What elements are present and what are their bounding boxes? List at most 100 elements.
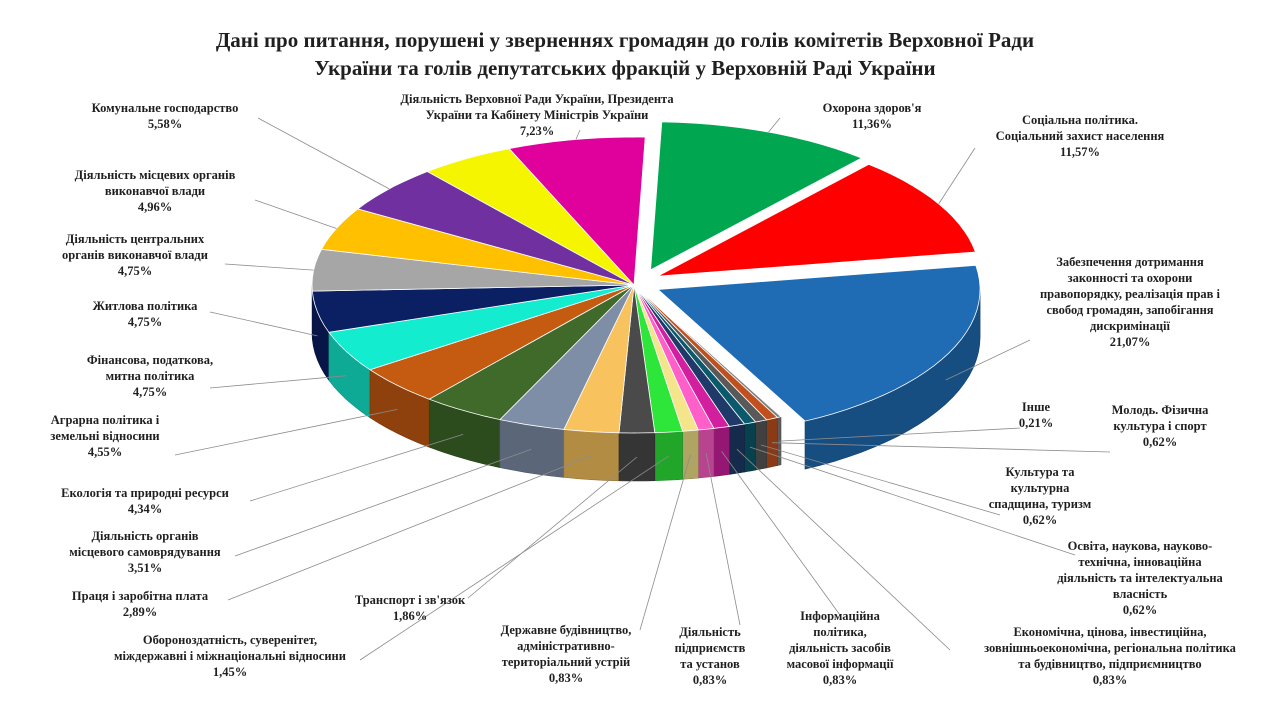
slice-label-18: Фінансова, податкова, митна політика 4,75%	[87, 353, 213, 399]
slice-value-label: 1,45%	[213, 665, 247, 679]
pie-slice-11-side	[682, 429, 699, 480]
slice-label-19: Житлова політика 4,75%	[93, 299, 199, 329]
leader-line-22	[257, 117, 390, 190]
slice-category-label: Молодь. Фізична	[1112, 403, 1209, 417]
slice-category-label: спадщина, туризм	[989, 497, 1092, 511]
slice-label-9: Інформаційна політика, діяльність засобів м…	[787, 609, 894, 687]
slice-category-label: зовнішньоекономічна, регіональна політик…	[984, 641, 1237, 655]
slice-value-label: 0,21%	[1019, 416, 1053, 430]
slice-category-label: міждержавні і міжнаціональні відносини	[114, 649, 346, 663]
slice-label-23: Діяльність Верховної Ради України, Прези…	[400, 92, 674, 138]
pie-slice-23	[508, 136, 646, 286]
leader-lines	[174, 117, 1111, 661]
slice-label-8: Економічна, цінова, інвестиційна, зовнішн…	[984, 625, 1237, 687]
slice-label-22: Комунальне господарство 5,58%	[92, 101, 239, 131]
slice-category-label: технічна, інноваційна	[1078, 555, 1202, 569]
slice-label-21: Діяльність місцевих органів виконавчої вл…	[75, 168, 236, 214]
leader-line-21	[254, 199, 337, 229]
leader-line-20	[224, 263, 314, 271]
leader-line-18	[209, 375, 347, 389]
slice-category-label: України та Кабінету Міністрів України	[426, 108, 649, 122]
slice-category-label: Фінансова, податкова,	[87, 353, 213, 367]
slice-category-label: виконавчої влади	[105, 184, 205, 198]
slice-category-label: Соціальна політика.	[1022, 113, 1138, 127]
slice-category-label: та установ	[680, 657, 740, 671]
slice-label-1: Охорона здоров'я 11,36%	[823, 101, 922, 131]
slice-label-7: Освіта, наукова, науково-технічна, іннов…	[1057, 539, 1223, 617]
chart-title-line-2: України та голів депутатських фракцій у …	[314, 56, 936, 80]
slice-label-5: Молодь. Фізична культура і спорт 0,62%	[1112, 403, 1209, 449]
slice-category-label: правопорядку, реалізація прав і	[1040, 287, 1221, 301]
leader-line-13	[467, 456, 638, 599]
slice-value-label: 4,55%	[88, 445, 122, 459]
leader-line-6	[760, 444, 1001, 516]
chart-title-line-1: Дані про питання, порушені у зверненнях …	[215, 28, 1035, 52]
slice-category-label: Діяльність	[679, 625, 741, 639]
slice-category-label: територіальний устрій	[502, 655, 631, 669]
slice-value-label: 21,07%	[1110, 335, 1151, 349]
slice-category-label: Праця і заробітна плата	[72, 589, 209, 603]
slice-value-label: 0,83%	[693, 673, 727, 687]
slice-category-label: митна політика	[106, 369, 196, 383]
slice-category-label: дискримінації	[1090, 319, 1171, 333]
slice-label-11: Державне будівництво, адміністративно-тер…	[501, 623, 632, 685]
slice-category-label: Освіта, наукова, науково-	[1068, 539, 1213, 553]
slice-value-label: 0,62%	[1143, 435, 1177, 449]
slice-category-label: Транспорт і зв'язок	[355, 593, 466, 607]
slice-category-label: власність	[1113, 587, 1168, 601]
slice-category-label: Житлова політика	[93, 299, 199, 313]
pie-slice-12-side	[654, 430, 683, 482]
slice-value-label: 4,75%	[133, 385, 167, 399]
slice-category-label: Економічна, цінова, інвестиційна,	[1013, 625, 1206, 639]
leader-line-3	[945, 339, 1031, 381]
slice-value-label: 2,89%	[123, 605, 157, 619]
slice-category-label: Оборонoздатність, суверенітет,	[143, 633, 317, 647]
slice-category-label: адміністративно-	[517, 639, 615, 653]
slice-value-label: 11,36%	[852, 117, 892, 131]
slice-label-16: Екологія та природні ресурси 4,34%	[61, 486, 229, 516]
slice-value-label: 3,51%	[128, 561, 162, 575]
slice-category-label: діяльність засобів	[789, 641, 891, 655]
slice-value-label: 4,75%	[128, 315, 162, 329]
slice-category-label: Забезпечення дотримання	[1056, 255, 1204, 269]
leader-line-16	[249, 434, 464, 502]
leader-line-14	[227, 455, 592, 601]
slice-label-13: Транспорт і зв'язок 1,86%	[355, 593, 466, 623]
slice-label-15: Діяльність органів місцевого самоврядуван…	[69, 529, 221, 575]
pie-slice-17	[369, 284, 635, 400]
slice-label-20: Діяльність центральних органів виконавчої…	[62, 232, 208, 278]
leader-line-8	[736, 448, 951, 651]
slice-label-14: Праця і заробітна плата 2,89%	[72, 589, 209, 619]
pie-slice-19	[311, 284, 635, 333]
slice-category-label: політика,	[813, 625, 867, 639]
slice-label-6: Культура та культурна спадщина, туризм 0,62…	[989, 465, 1092, 527]
slice-category-label: Діяльність місцевих органів	[75, 168, 236, 182]
pie-slice-13-side	[618, 432, 656, 482]
slice-value-label: 7,23%	[520, 124, 554, 138]
slice-category-label: та будівництво, підприємництво	[1018, 657, 1201, 671]
slice-category-label: Державне будівництво,	[501, 623, 632, 637]
slice-labels: Охорона здоров'я 11,36% Соціальна політика…	[50, 92, 1236, 687]
slice-category-label: Комунальне господарство	[92, 101, 239, 115]
pie-slice-1	[650, 121, 863, 271]
slice-category-label: законності та охорони	[1068, 271, 1193, 285]
slice-value-label: 0,83%	[823, 673, 857, 687]
slice-category-label: масової інформації	[787, 657, 894, 671]
slice-value-label: 4,34%	[128, 502, 162, 516]
slice-category-label: Культура та	[1006, 465, 1076, 479]
slice-category-label: Діяльність центральних	[66, 232, 205, 246]
slice-label-12: Оборонoздатність, суверенітет, міждержавн…	[114, 633, 346, 679]
slice-category-label: місцевого самоврядування	[69, 545, 221, 559]
slice-category-label: Аграрна політика і	[51, 413, 160, 427]
slice-value-label: 4,96%	[138, 200, 172, 214]
slice-value-label: 4,75%	[118, 264, 152, 278]
slice-value-label: 0,83%	[549, 671, 583, 685]
slice-category-label: Інформаційна	[800, 609, 880, 623]
pie-slice-14-side	[563, 429, 620, 482]
pie-slice-unlabeled	[426, 148, 635, 286]
slice-category-label: свобод громадян, запобігання	[1046, 303, 1213, 317]
slice-value-label: 5,58%	[148, 117, 182, 131]
slice-category-label: земельні відносини	[50, 429, 159, 443]
leader-line-11	[639, 454, 691, 631]
